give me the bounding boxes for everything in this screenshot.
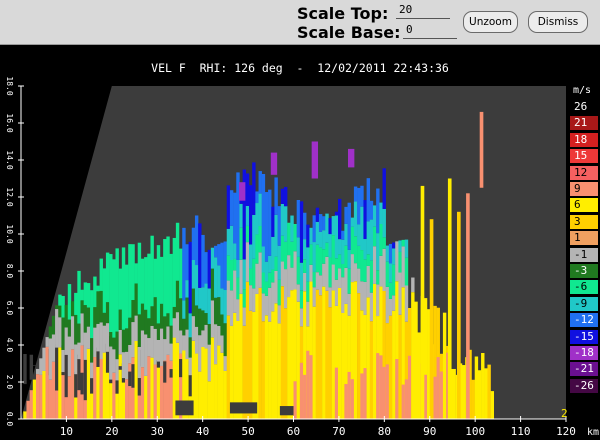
colorbar-entry: -18: [570, 346, 598, 360]
scale-top-input[interactable]: 20: [396, 3, 450, 19]
colorbar-entry: 6: [570, 198, 598, 213]
corner-label: 2: [561, 407, 568, 420]
x-tick-label: 30: [151, 425, 164, 438]
colorbar-entry: 3: [570, 214, 598, 229]
scale-top-label: Scale Top:: [297, 4, 389, 23]
unzoom-button[interactable]: Unzoom: [463, 11, 518, 33]
colorbar-entry: -1: [570, 247, 598, 262]
y-tick-label: 14.0: [5, 150, 14, 169]
colorbar-entry: -3: [570, 264, 598, 278]
colorbar-entry: -12: [570, 313, 598, 328]
x-tick-label: 50: [241, 425, 254, 438]
colorbar-entry: -9: [570, 296, 598, 311]
dismiss-button[interactable]: Dismiss: [528, 11, 588, 33]
scale-base-input[interactable]: 0: [403, 23, 457, 39]
colorbar-entry: 9: [570, 182, 598, 196]
scale-base-label: Scale Base:: [297, 23, 401, 42]
colorbar-entry: 15: [570, 149, 598, 164]
x-tick-label: 90: [423, 425, 436, 438]
y-tick-label: 10.0: [5, 224, 14, 243]
y-tick-label: 0.0: [5, 412, 14, 427]
x-tick-label: 100: [465, 425, 485, 438]
x-tick-label: 120: [556, 425, 576, 438]
colorbar-unit: m/s: [573, 85, 592, 96]
plot-axes: [18, 85, 567, 422]
colorbar-entry: 12: [570, 165, 598, 180]
plot-title: VEL F RHI: 126 deg - 12/02/2011 22:43:36: [151, 61, 449, 75]
colorbar-entry: -26: [570, 378, 598, 393]
x-axis-unit: km: [587, 427, 599, 438]
control-toolbar: Scale Top: 20 Scale Base: 0 Unzoom Dismi…: [0, 0, 600, 45]
y-tick-label: 16.0: [5, 113, 14, 132]
x-tick-label: 70: [332, 425, 345, 438]
y-tick-label: 12.0: [5, 187, 14, 206]
colorbar-entry: 1: [570, 231, 598, 246]
no-data-wedge: [21, 86, 112, 419]
radar-echoes: [23, 111, 495, 419]
colorbar-entry: 18: [570, 132, 598, 147]
colorbar-entry: -6: [570, 280, 598, 295]
colorbar-entry: 21: [570, 116, 598, 131]
x-tick-label: 20: [105, 425, 118, 438]
y-tick-label: 6.0: [5, 301, 14, 316]
x-tick-label: 40: [196, 425, 209, 438]
colorbar-entry: -21: [570, 362, 598, 377]
x-tick-label: 10: [60, 425, 73, 438]
x-tick-label: 80: [378, 425, 391, 438]
y-tick-label: 18.0: [5, 76, 14, 95]
colorbar-entry: -15: [570, 329, 598, 344]
x-tick-label: 110: [511, 425, 531, 438]
y-tick-label: 8.0: [5, 264, 14, 279]
x-tick-label: 60: [287, 425, 300, 438]
y-tick-label: 2.0: [5, 375, 14, 390]
colorbar-entry: 26: [570, 100, 598, 114]
y-tick-label: 4.0: [5, 338, 14, 353]
